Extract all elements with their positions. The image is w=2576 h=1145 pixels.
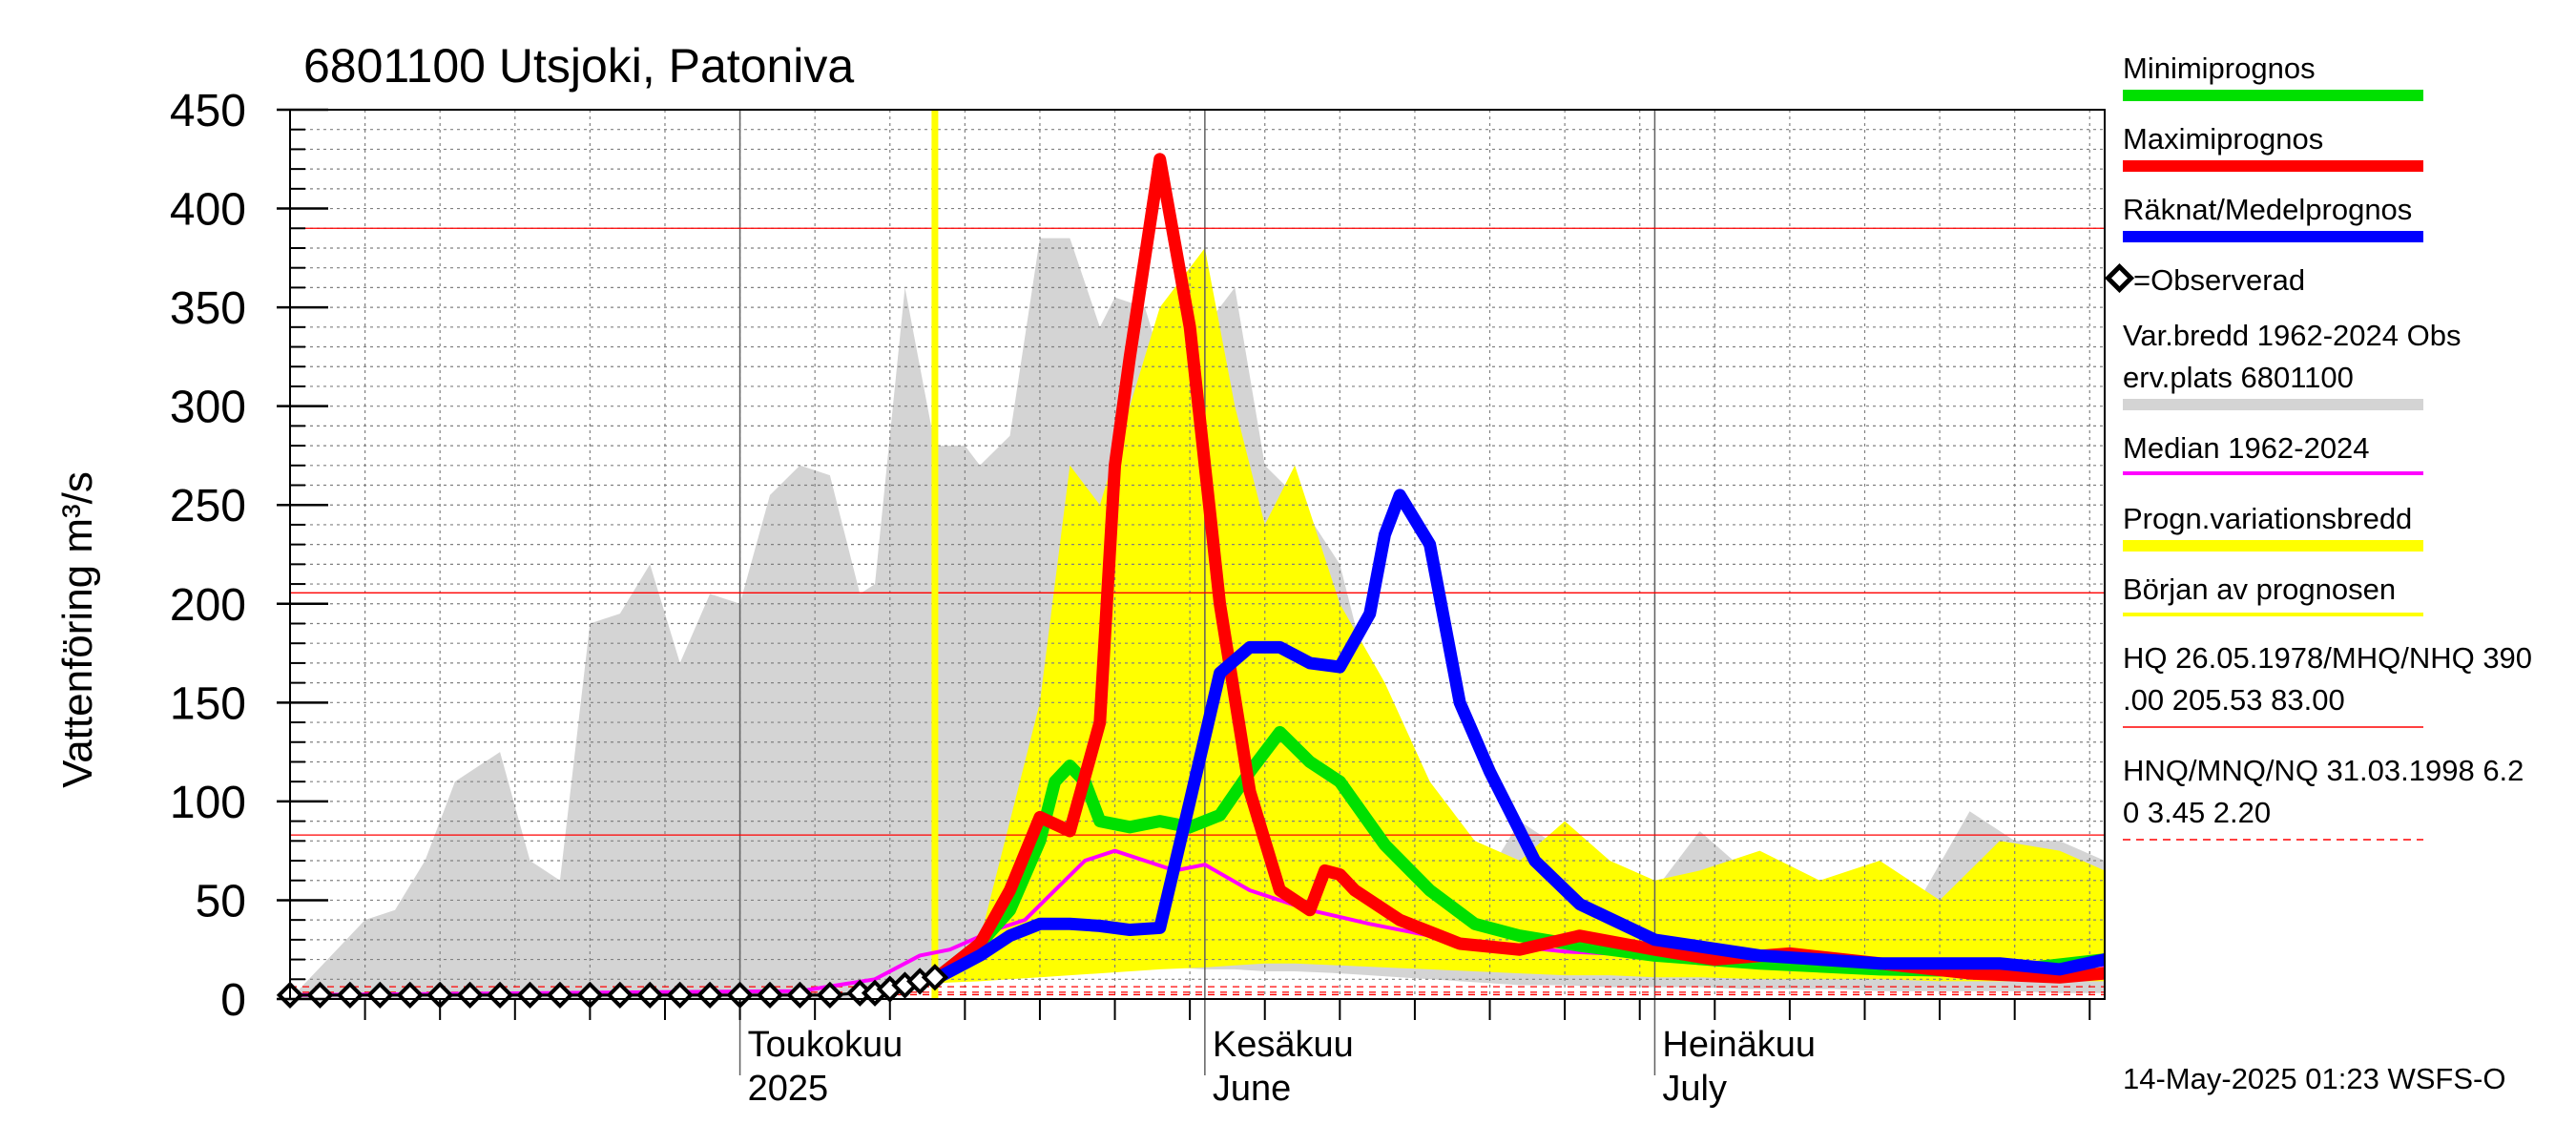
x-month-label: Toukokuu [748,1025,904,1065]
observed-point [396,981,424,1009]
observed-point [816,981,844,1009]
y-tick-label: 100 [170,778,246,828]
observed-point [366,981,394,1009]
observed-point [306,981,334,1009]
observed-point [636,981,664,1009]
legend-label-medel: Räknat/Medelprognos [2123,193,2412,226]
legend-label-hnq-2: 0 3.45 2.20 [2123,796,2271,829]
y-tick-label: 450 [170,86,246,136]
legend-label-min: Minimiprognos [2123,52,2316,85]
y-tick-label: 300 [170,383,246,433]
legend-label-median: Median 1962-2024 [2123,431,2370,465]
y-tick-label: 0 [220,975,246,1026]
series-minimiprognos [928,725,2105,986]
observed-point [696,981,724,1009]
series-r-knat-medelprognos [928,489,2105,986]
y-tick-label: 50 [196,876,246,926]
legend-label-max: Maximiprognos [2123,122,2323,156]
y-tick-label: 400 [170,185,246,236]
legend-observed-marker-icon [2104,262,2135,294]
y-tick-label: 250 [170,481,246,531]
observed-point [786,981,814,1009]
observed-point [576,981,604,1009]
observed-point [486,981,514,1009]
footer-timestamp: 14-May-2025 01:23 WSFS-O [2123,1062,2505,1095]
y-tick-label: 350 [170,283,246,334]
observed-point [726,981,754,1009]
observed-point [546,981,574,1009]
observed-point [456,981,484,1009]
y-tick-label: 200 [170,580,246,631]
observed-point [921,964,949,991]
y-axis-label: Vattenföring m³/s [54,471,101,788]
observed-point [426,981,454,1009]
x-month-sublabel: June [1213,1069,1291,1109]
legend-label-varbredd-2: erv.plats 6801100 [2123,361,2354,394]
legend-label-observed: =Observerad [2133,263,2305,297]
legend: Minimiprognos Maximiprognos Räknat/Medel… [2104,52,2532,841]
observed-point [666,981,694,1009]
x-month-sublabel: 2025 [748,1069,829,1109]
chart-title: 6801100 Utsjoki, Patoniva [303,39,854,93]
legend-label-borjan: Början av prognosen [2123,572,2396,606]
observed-point [336,981,364,1009]
observed-point [606,981,634,1009]
x-month-sublabel: July [1662,1069,1727,1109]
legend-label-hq-2: .00 205.53 83.00 [2123,683,2345,717]
observed-point [756,981,784,1009]
legend-label-hq-1: HQ 26.05.1978/MHQ/NHQ 390 [2123,641,2532,675]
legend-label-hnq-1: HNQ/MNQ/NQ 31.03.1998 6.2 [2123,754,2524,787]
x-month-label: Heinäkuu [1662,1025,1816,1065]
plot-frame [289,109,2106,1000]
legend-label-prognvar: Progn.variationsbredd [2123,502,2412,535]
observed-point [516,981,544,1009]
x-month-label: Kesäkuu [1213,1025,1354,1065]
y-tick-label: 150 [170,678,246,729]
legend-label-varbredd-1: Var.bredd 1962-2024 Obs [2123,319,2461,352]
